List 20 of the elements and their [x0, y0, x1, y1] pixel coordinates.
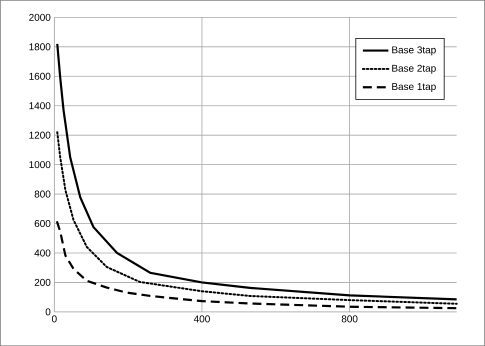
legend-label: Base 3tap — [392, 46, 436, 56]
y-tick-label: 200 — [34, 278, 50, 286]
line-series — [56, 42, 458, 300]
y-tick-label: 1600 — [29, 72, 50, 80]
x-tick-label: 0 — [52, 315, 57, 322]
line-series — [56, 131, 458, 305]
y-tick-label: 600 — [34, 220, 50, 227]
y-tick-label: 400 — [34, 249, 50, 256]
y-tick-label: 1200 — [29, 132, 50, 139]
y-tick-label: 1000 — [29, 160, 50, 168]
y-tick-label: 0 — [46, 308, 50, 316]
x-tick-label: 400 — [194, 315, 210, 322]
y-tick-label: 800 — [34, 190, 50, 198]
y-tick-label: 1400 — [29, 102, 50, 110]
y-tick-label: 2000 — [29, 14, 50, 21]
legend-label: Base 1tap — [392, 82, 436, 92]
x-tick-label: 800 — [342, 315, 358, 322]
y-tick-label: 1800 — [29, 43, 50, 50]
legend-label: Base 2tap — [392, 64, 436, 74]
line-series — [56, 220, 458, 310]
